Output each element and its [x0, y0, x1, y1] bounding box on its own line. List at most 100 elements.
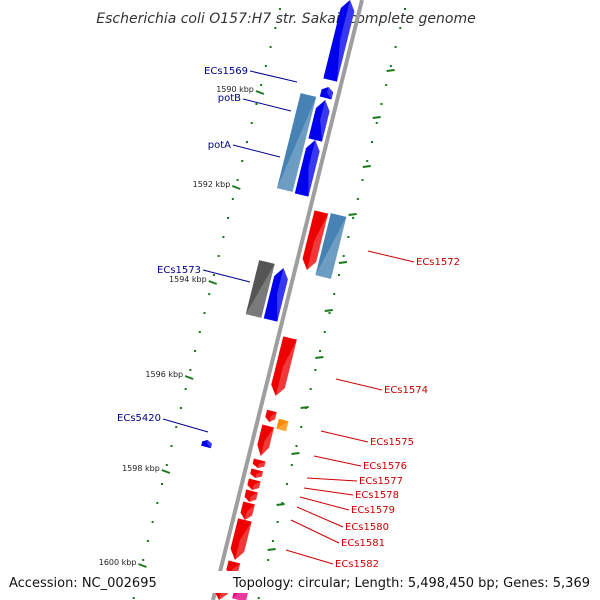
- gene-ECs1573: [263, 268, 288, 322]
- outer-track-dot: [257, 597, 260, 599]
- accession-text: Accession: NC_002695: [9, 576, 157, 591]
- outer-track-dot: [385, 84, 388, 86]
- outer-minor-tick: [362, 165, 371, 168]
- outer-track-dot: [276, 521, 279, 523]
- tick-label-1596: 1596 kbp: [145, 370, 183, 379]
- outer-track-dot: [356, 198, 359, 200]
- inner-track-dot: [165, 464, 168, 466]
- gene-ECs5420-body: [201, 440, 212, 449]
- inner-track-dot: [274, 27, 277, 29]
- gene-ECs1574: [271, 336, 297, 397]
- outer-track-dot: [300, 426, 303, 428]
- gene-label-ECs1569: ECs1569: [204, 66, 248, 77]
- leader-line-ECs5420: [162, 418, 209, 433]
- inner-track-dot: [231, 198, 234, 200]
- outer-track-dot: [271, 540, 274, 542]
- gene-ECs1581-body: [240, 501, 255, 520]
- leader-line-ECs1572: [367, 250, 415, 263]
- outer-track-dot: [290, 464, 293, 466]
- inner-track-dot: [179, 407, 182, 409]
- inner-track-dot: [198, 331, 201, 333]
- gene-ECs5420-highlight: [206, 440, 212, 449]
- gene-ECs1569b: [319, 86, 334, 100]
- inner-track-dot: [264, 65, 267, 67]
- gene-ECs1578: [250, 468, 264, 478]
- inner-track-dot: [208, 293, 211, 295]
- gene-ECs1577: [252, 458, 266, 468]
- leader-line-potB: [242, 98, 292, 112]
- outer-track-dot: [267, 559, 270, 561]
- gene-ECs1569b-body: [319, 86, 334, 100]
- gene-ECs1572-red-body: [302, 210, 329, 271]
- outer-track-dot: [347, 236, 350, 238]
- leader-line-ECs1573: [202, 269, 251, 283]
- gene-label-ECs1582: ECs1582: [335, 559, 379, 570]
- outer-track-dot: [389, 65, 392, 67]
- inner-track-dot: [184, 388, 187, 390]
- gene-potA-body: [294, 140, 320, 197]
- major-tick-mark: [184, 375, 194, 380]
- inner-track-dot: [236, 179, 239, 181]
- gene-ECs1580: [244, 489, 258, 503]
- inner-track-dot: [279, 8, 282, 10]
- outer-minor-tick: [276, 503, 285, 506]
- major-tick-mark: [231, 185, 241, 190]
- outer-track-dot: [281, 502, 284, 504]
- gene-ECs5420: [201, 440, 212, 449]
- outer-minor-tick: [372, 116, 381, 119]
- outer-track-dot: [309, 388, 312, 390]
- outer-minor-tick: [338, 261, 348, 264]
- gene-ECs1581: [240, 501, 255, 520]
- gene-ECs1580-highlight: [249, 492, 258, 503]
- gene-ECs1573-gray-highlight: [245, 263, 275, 318]
- gene-label-potA: potA: [208, 140, 231, 151]
- gene-ECs1573-gray-body: [245, 260, 275, 318]
- gene-ECs1578-body: [250, 468, 264, 478]
- gene-ECs1575-orange-body: [276, 418, 289, 432]
- major-tick-mark: [138, 563, 147, 568]
- backbone-line: [211, 0, 364, 600]
- outer-track-dot: [394, 46, 397, 48]
- gene-ECs1573-highlight: [276, 268, 288, 322]
- tick-label-1600: 1600 kbp: [99, 558, 137, 567]
- outer-minor-tick: [348, 213, 357, 216]
- gene-ECs1572: [315, 213, 347, 279]
- gene-ECs1569-highlight: [336, 0, 355, 82]
- inner-track-dot: [217, 255, 220, 257]
- inner-track-dot: [245, 141, 248, 143]
- outer-track-dot: [295, 445, 298, 447]
- outer-track-dot: [333, 293, 336, 295]
- gene-ECs1575: [265, 409, 277, 423]
- gene-label-ECs5420: ECs5420: [117, 413, 161, 424]
- inner-track-dot: [260, 84, 263, 86]
- genome-summary-text: Topology: circular; Length: 5,498,450 bp…: [232, 576, 590, 591]
- inner-track-dot: [203, 312, 206, 314]
- gene-ECs1572-red: [302, 210, 329, 271]
- gene-ECs1572-red-highlight: [306, 213, 329, 271]
- gene-ECs1581-highlight: [244, 504, 255, 520]
- gene-label-ECs1572: ECs1572: [416, 257, 460, 268]
- outer-track-dot: [337, 274, 340, 276]
- inner-track-dot: [132, 597, 135, 599]
- leader-line-ECs1577: [306, 477, 358, 482]
- gene-label-ECs1579: ECs1579: [351, 505, 395, 516]
- gene-label-ECs1580: ECs1580: [345, 522, 389, 533]
- outer-track-dot: [380, 103, 383, 105]
- outer-minor-tick: [324, 309, 333, 312]
- outer-track-dot: [328, 312, 331, 314]
- outer-minor-tick: [300, 406, 309, 409]
- gene-label-ECs1581: ECs1581: [341, 538, 385, 549]
- leader-line-potA: [232, 144, 281, 158]
- tick-tracks: [132, 8, 407, 599]
- inner-track-dot: [250, 122, 253, 124]
- outer-track-dot: [399, 27, 402, 29]
- inner-track-dot: [227, 217, 230, 219]
- gene-ECs1582-body: [230, 518, 252, 561]
- leader-line-ECs1576: [313, 455, 362, 467]
- gene-potA-highlight: [308, 140, 320, 197]
- leader-line-ECs1575: [320, 430, 369, 443]
- gene-potB-lightblue-body: [277, 93, 317, 192]
- inner-track-dot: [142, 559, 145, 561]
- footer-background: [0, 571, 600, 593]
